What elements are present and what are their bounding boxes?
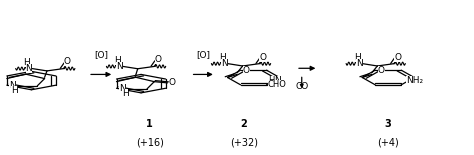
Text: N: N [9,81,16,90]
Text: O: O [378,66,384,75]
Text: (+4): (+4) [377,137,399,147]
Text: NH₂: NH₂ [406,76,423,85]
Text: O: O [243,66,250,75]
Text: [O]: [O] [196,50,210,59]
Text: N: N [117,62,123,71]
Text: 1: 1 [146,119,153,129]
Text: O: O [259,53,266,62]
Text: H: H [114,56,121,65]
Text: O: O [169,78,176,87]
Text: N: N [274,76,281,85]
Text: 2: 2 [241,119,247,129]
Text: O: O [64,58,71,66]
Text: N: N [26,64,32,73]
Text: 3: 3 [385,119,392,129]
Text: H: H [23,58,30,67]
Text: H: H [11,86,18,95]
Text: H: H [354,53,360,62]
Text: N: N [221,59,228,68]
Text: N: N [119,84,126,93]
Text: CO: CO [295,82,309,91]
Text: (+32): (+32) [230,137,258,147]
Text: O: O [394,53,401,62]
Text: H: H [122,89,128,98]
Text: N: N [356,59,363,68]
Text: H: H [219,53,226,62]
Text: [O]: [O] [94,50,108,59]
Text: CHO: CHO [268,80,287,89]
Text: O: O [155,55,162,64]
Text: (+16): (+16) [136,137,164,147]
Text: H: H [268,76,274,85]
